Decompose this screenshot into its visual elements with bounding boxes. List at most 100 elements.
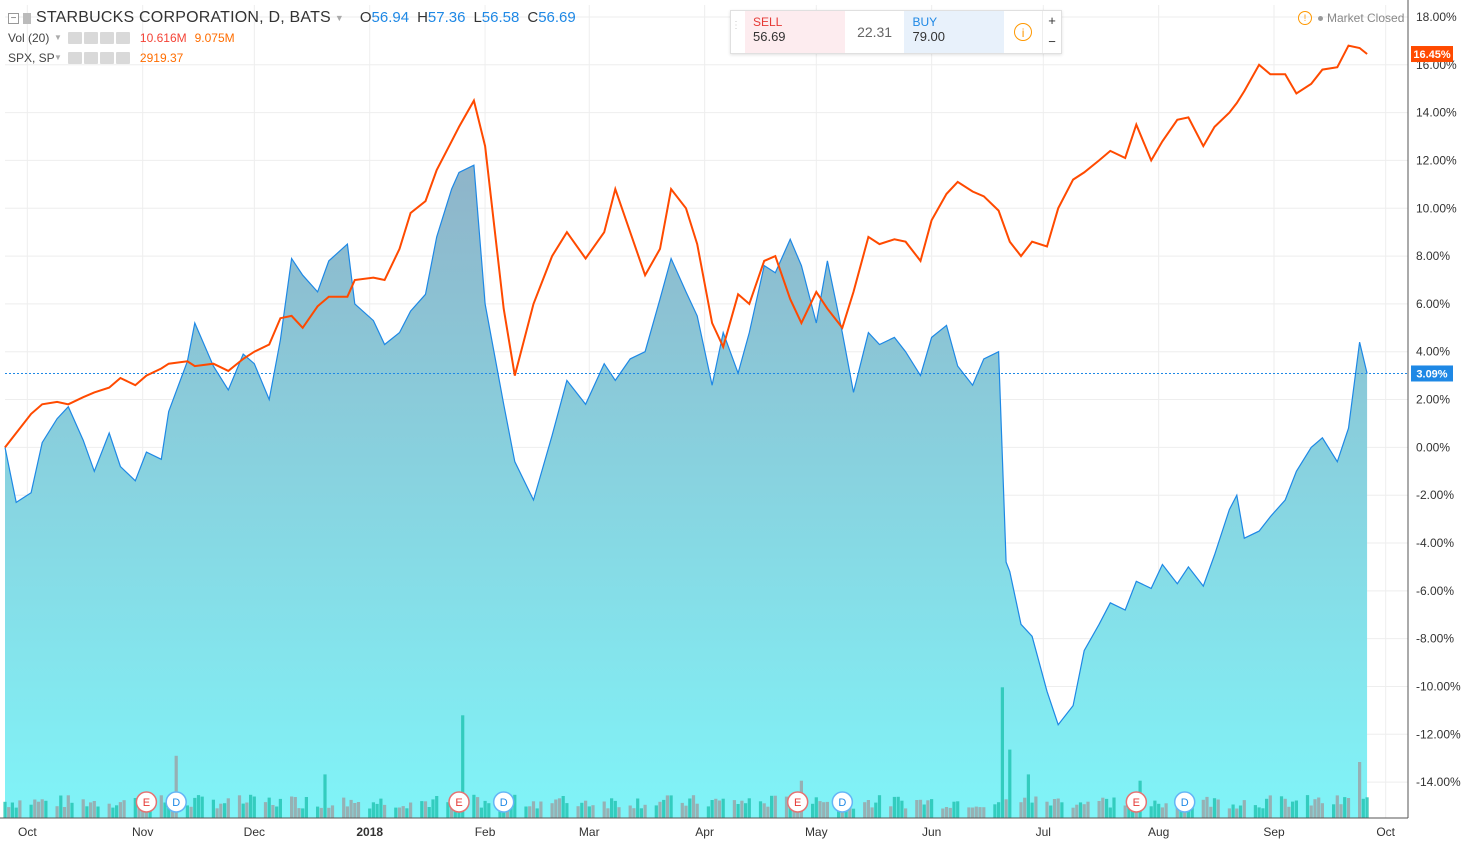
volume-bar bbox=[1227, 808, 1231, 818]
event-label: E bbox=[794, 797, 801, 809]
collapse-icon[interactable]: − bbox=[8, 12, 19, 24]
y-tick-label: 4.00% bbox=[1416, 345, 1450, 359]
volume-bar bbox=[1112, 797, 1116, 818]
volume-bar bbox=[528, 806, 532, 818]
volume-bar bbox=[874, 802, 878, 818]
indicator-name[interactable]: SPX, SP bbox=[8, 51, 55, 65]
event-marker[interactable]: E bbox=[448, 791, 470, 813]
event-marker[interactable]: E bbox=[135, 791, 158, 813]
buy-button[interactable]: BUY 79.00 bbox=[904, 11, 1005, 53]
volume-bar bbox=[691, 795, 696, 818]
volume-bar bbox=[922, 804, 926, 818]
event-circle bbox=[135, 791, 158, 813]
chevron-down-icon[interactable]: ▼ bbox=[54, 53, 62, 62]
volume-bar bbox=[1361, 798, 1365, 818]
volume-bar bbox=[770, 795, 774, 818]
volume-bar bbox=[584, 800, 588, 818]
volume-bar bbox=[613, 800, 617, 818]
gear-icon[interactable] bbox=[83, 32, 98, 44]
y-tick-label: -14.00% bbox=[1416, 775, 1461, 789]
volume-bar bbox=[375, 803, 379, 818]
drag-handle-icon[interactable]: ⋮⋮ bbox=[731, 20, 751, 31]
more-icon[interactable] bbox=[115, 32, 130, 44]
x-tick-label: Nov bbox=[132, 825, 153, 839]
volume-bar bbox=[636, 798, 640, 818]
volume-bar bbox=[356, 802, 361, 818]
volume-bar bbox=[877, 795, 882, 818]
volume-bar bbox=[316, 806, 320, 818]
volume-bar bbox=[941, 808, 945, 818]
event-marker[interactable]: E bbox=[786, 791, 809, 813]
minus-button[interactable]: − bbox=[1048, 34, 1056, 49]
volume-bar bbox=[1265, 798, 1269, 818]
volume-bar bbox=[524, 806, 528, 818]
chevron-down-icon[interactable]: ▼ bbox=[54, 33, 62, 42]
event-marker[interactable]: E bbox=[1125, 791, 1148, 813]
close-icon[interactable] bbox=[99, 52, 114, 64]
last-value-badge-spx-bg bbox=[1411, 46, 1453, 63]
more-icon[interactable] bbox=[115, 52, 130, 64]
volume-bar bbox=[1179, 808, 1183, 818]
volume-bar bbox=[944, 807, 949, 818]
volume-bar bbox=[643, 804, 647, 818]
volume-bar bbox=[1086, 801, 1090, 818]
sell-label: SELL bbox=[753, 15, 783, 29]
volume-bar bbox=[1294, 800, 1298, 818]
volume-bar bbox=[930, 799, 934, 818]
volume-bar bbox=[167, 802, 171, 818]
event-marker[interactable]: D bbox=[165, 791, 187, 813]
event-marker[interactable]: D bbox=[1173, 791, 1196, 813]
volume-bar bbox=[1253, 805, 1257, 818]
close-icon[interactable] bbox=[99, 32, 114, 44]
indicator-name[interactable]: Vol (20) bbox=[8, 31, 50, 45]
event-marker[interactable]: D bbox=[492, 791, 515, 813]
event-marker[interactable]: D bbox=[831, 791, 854, 813]
volume-bar bbox=[446, 802, 450, 818]
sell-price: 56.69 bbox=[753, 29, 786, 44]
volume-bar bbox=[1164, 803, 1168, 818]
volume-bar bbox=[219, 803, 223, 818]
volume-bar bbox=[740, 800, 744, 818]
event-label: D bbox=[1181, 797, 1189, 809]
market-status[interactable]: ! Market Closed bbox=[1298, 11, 1404, 25]
volume-bar bbox=[226, 798, 230, 818]
volume-bar bbox=[1283, 798, 1287, 818]
volume-bar bbox=[70, 802, 74, 818]
info-button[interactable]: i bbox=[1004, 11, 1042, 53]
volume-bar bbox=[1153, 800, 1157, 818]
volume-bar bbox=[111, 807, 115, 818]
volume-bar bbox=[1358, 762, 1362, 818]
volume-bar bbox=[554, 799, 558, 818]
eye-icon[interactable] bbox=[67, 32, 82, 44]
y-tick-label: 18.00% bbox=[1416, 10, 1457, 24]
eye-icon[interactable] bbox=[67, 52, 82, 64]
volume-bar bbox=[766, 806, 770, 818]
volume-bar bbox=[397, 807, 402, 818]
volume-bar bbox=[319, 807, 323, 818]
volume-bar bbox=[758, 801, 763, 818]
volume-bar bbox=[1004, 799, 1008, 818]
volume-bar bbox=[580, 802, 584, 818]
warning-icon: ! bbox=[1298, 11, 1312, 25]
volume-bar bbox=[96, 806, 100, 818]
volume-bar bbox=[1257, 807, 1261, 818]
event-circle bbox=[831, 791, 854, 813]
symbol-title[interactable]: STARBUCKS CORPORATION, D, BATS bbox=[36, 9, 331, 26]
gear-icon[interactable] bbox=[83, 52, 98, 64]
sell-button[interactable]: SELL 56.69 bbox=[745, 11, 845, 53]
volume-bar bbox=[1071, 807, 1075, 818]
volume-bar bbox=[1287, 806, 1291, 818]
volume-bar bbox=[904, 808, 908, 818]
volume-bar bbox=[550, 803, 554, 818]
x-tick-label: 2018 bbox=[356, 825, 383, 839]
volume-bar bbox=[811, 803, 815, 818]
buy-label: BUY bbox=[912, 15, 938, 29]
volume-bar bbox=[814, 797, 818, 818]
plus-button[interactable]: + bbox=[1048, 13, 1056, 28]
chevron-down-icon[interactable]: ▼ bbox=[334, 13, 344, 23]
y-tick-label: -10.00% bbox=[1416, 679, 1461, 693]
volume-bar bbox=[1309, 805, 1313, 818]
volume-bar bbox=[1160, 807, 1164, 818]
